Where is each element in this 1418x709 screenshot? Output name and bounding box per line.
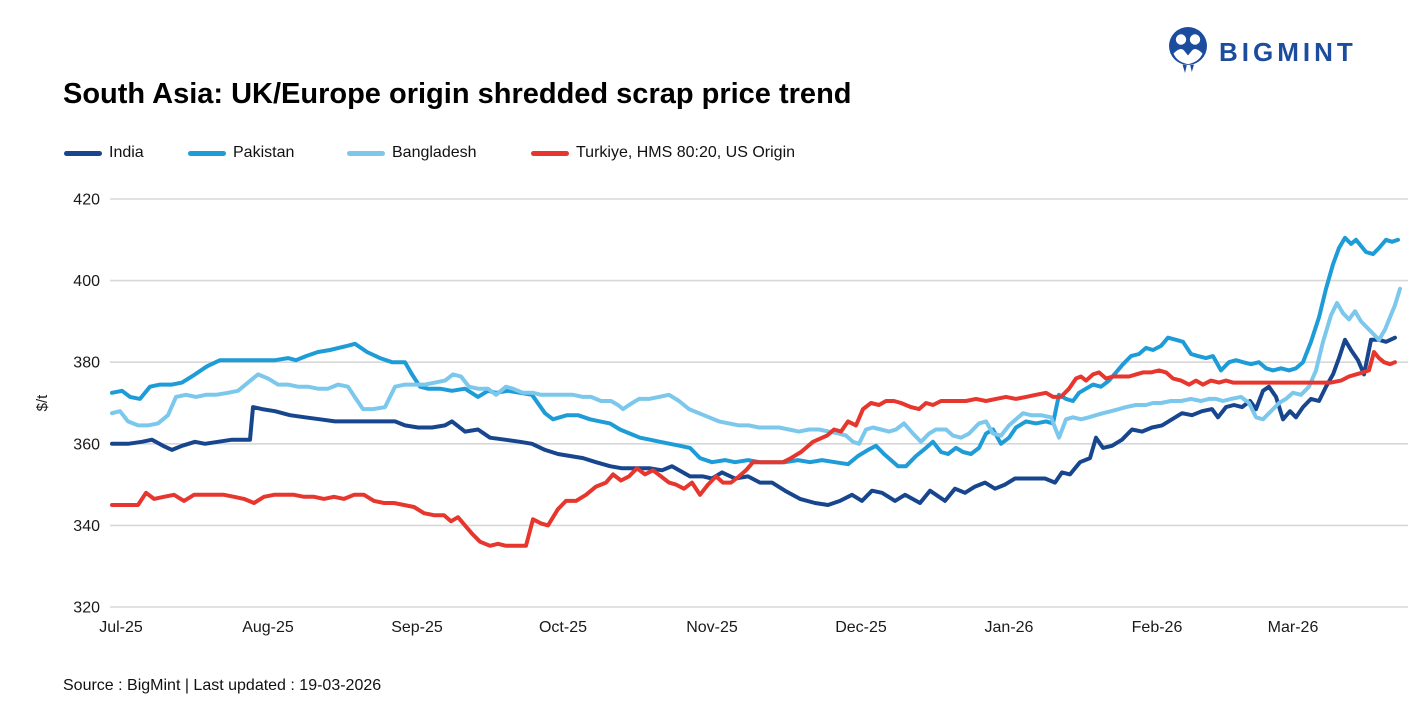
source-note: Source : BigMint | Last updated : 19-03-… (63, 677, 382, 694)
x-tick-label-Jul-25: Jul-25 (99, 619, 143, 636)
bigmint-logo-text: BIGMINT (1219, 37, 1357, 67)
series-line-bangladesh (110, 286, 1402, 446)
legend-label-india: India (109, 144, 144, 161)
legend-label-bangladesh: Bangladesh (392, 144, 477, 161)
series-line-pakistan (110, 235, 1400, 469)
y-tick-label-360: 360 (73, 436, 100, 453)
x-tick-label-Aug-25: Aug-25 (242, 619, 294, 636)
bigmint-logo: BIGMINT (1166, 26, 1357, 79)
y-tick-label-380: 380 (73, 355, 100, 372)
legend-label-pakistan: Pakistan (233, 144, 295, 161)
legend-swatch-bangladesh (347, 150, 385, 156)
y-tick-label-420: 420 (73, 192, 100, 209)
legend-item-india: India (64, 142, 144, 164)
legend-swatch-turkiye (531, 150, 569, 156)
x-tick-label-Sep-25: Sep-25 (391, 619, 443, 636)
legend-item-turkiye: Turkiye, HMS 80:20, US Origin (531, 142, 795, 164)
y-tick-label-320: 320 (73, 600, 100, 617)
legend-item-pakistan: Pakistan (188, 142, 294, 164)
legend-item-bangladesh: Bangladesh (347, 142, 477, 164)
y-tick-label-340: 340 (73, 518, 100, 535)
x-tick-label-Oct-25: Oct-25 (539, 619, 587, 636)
x-tick-label-Jan-26: Jan-26 (985, 619, 1034, 636)
y-tick-label-400: 400 (73, 273, 100, 290)
chart-legend: India Pakistan Bangladesh Turkiye, HMS 80:2… (0, 142, 1418, 164)
bigmint-logo-icon (1166, 26, 1210, 79)
legend-swatch-pakistan (188, 150, 226, 156)
x-tick-label-Dec-25: Dec-25 (835, 619, 887, 636)
legend-label-turkiye: Turkiye, HMS 80:20, US Origin (576, 144, 796, 161)
series-line-india (110, 335, 1397, 507)
price-trend-chart: 320 340 360 380 400 420 Jul-25 Aug-25 Sep-25 Oct-… (34, 192, 1408, 636)
x-tick-label-Feb-26: Feb-26 (1132, 619, 1183, 636)
x-tick-label-Mar-26: Mar-26 (1268, 619, 1319, 636)
y-axis-label: $/t (34, 394, 51, 412)
series-line-turkiye (110, 350, 1397, 548)
legend-swatch-india (64, 150, 102, 156)
page-title: South Asia: UK/Europe origin shredded sc… (63, 78, 852, 110)
x-tick-label-Nov-25: Nov-25 (686, 619, 738, 636)
